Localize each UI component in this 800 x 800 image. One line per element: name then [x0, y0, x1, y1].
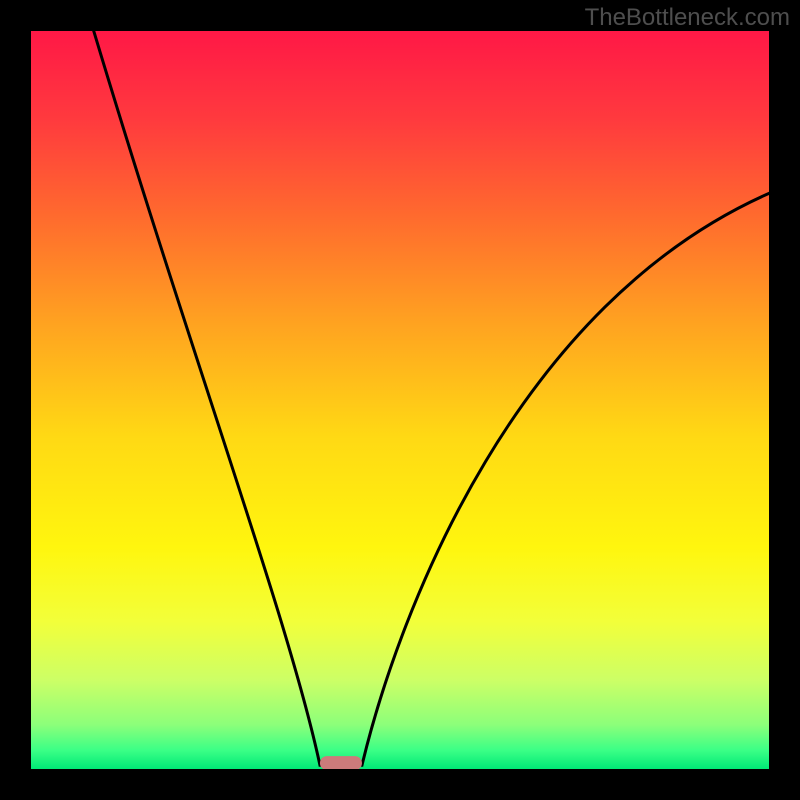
watermark-text: TheBottleneck.com: [585, 4, 790, 32]
gradient-background: [31, 31, 769, 769]
chart-frame: [0, 0, 800, 800]
plot-area: [31, 31, 769, 769]
chart-svg: [31, 31, 769, 769]
optimal-marker: [320, 756, 362, 769]
